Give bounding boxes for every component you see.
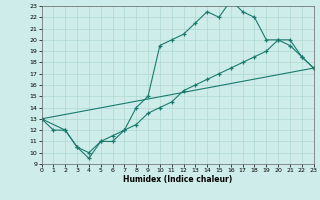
X-axis label: Humidex (Indice chaleur): Humidex (Indice chaleur) <box>123 175 232 184</box>
